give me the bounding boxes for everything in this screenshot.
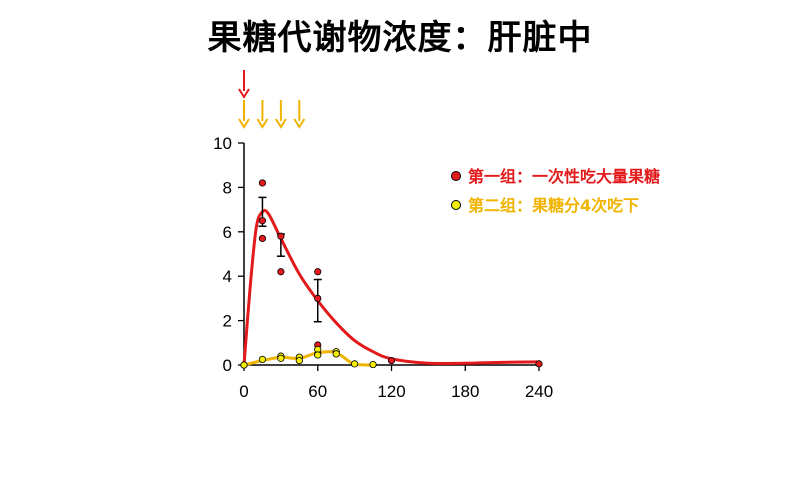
y-tick-label: 0 bbox=[223, 356, 232, 375]
x-tick-label: 60 bbox=[308, 382, 327, 401]
y-tick-label: 2 bbox=[223, 312, 232, 331]
data-point-group2 bbox=[258, 355, 267, 364]
x-tick-label: 120 bbox=[377, 382, 405, 401]
legend-marker-group1 bbox=[451, 171, 461, 181]
chart-axes: 0 60 120 180 240 0 2 4 6 8 10 bbox=[213, 134, 553, 401]
data-point-group1 bbox=[314, 294, 322, 302]
data-point-group2 bbox=[314, 351, 322, 359]
series-layer bbox=[240, 179, 543, 369]
dose-arrows bbox=[238, 70, 306, 129]
legend: 第一组：一次性吃大量果糖 第二组：果糖分4次吃下 bbox=[451, 167, 660, 215]
data-point-group1 bbox=[258, 179, 267, 187]
x-tick-label: 0 bbox=[239, 382, 248, 401]
legend-marker-group2 bbox=[451, 200, 461, 210]
series-line-group1 bbox=[242, 208, 541, 367]
data-point-group1 bbox=[258, 217, 267, 225]
data-point-group2 bbox=[277, 354, 285, 362]
y-tick-label: 6 bbox=[223, 223, 232, 242]
legend-label-group2: 第二组：果糖分4次吃下 bbox=[468, 196, 639, 215]
data-point-group1 bbox=[314, 268, 322, 276]
data-point-group2 bbox=[332, 350, 340, 358]
y-tick-label: 10 bbox=[213, 134, 232, 153]
dose-arrow-group2-head bbox=[275, 118, 287, 129]
y-tick-label: 8 bbox=[223, 178, 232, 197]
legend-label-group1: 第一组：一次性吃大量果糖 bbox=[468, 167, 660, 186]
data-point-group1 bbox=[277, 232, 285, 240]
data-point-group1 bbox=[258, 234, 267, 243]
x-tick-label: 240 bbox=[525, 382, 553, 401]
x-tick-label: 180 bbox=[451, 382, 479, 401]
dose-arrow-group2-head bbox=[238, 118, 250, 129]
dose-arrow-group2-head bbox=[256, 118, 269, 129]
data-point-group1 bbox=[535, 360, 543, 368]
data-point-group1 bbox=[277, 268, 285, 276]
y-tick-label: 4 bbox=[223, 267, 232, 286]
data-point-group2 bbox=[369, 360, 377, 369]
data-point-group2 bbox=[351, 360, 359, 368]
dose-arrow-group2-head bbox=[293, 118, 306, 129]
data-point-group2 bbox=[295, 356, 303, 365]
dose-arrow-group1-head bbox=[238, 88, 250, 99]
data-point-group2 bbox=[240, 361, 248, 369]
page-title: 果糖代谢物浓度：肝脏中 bbox=[207, 18, 593, 58]
data-point-group1 bbox=[387, 356, 396, 365]
